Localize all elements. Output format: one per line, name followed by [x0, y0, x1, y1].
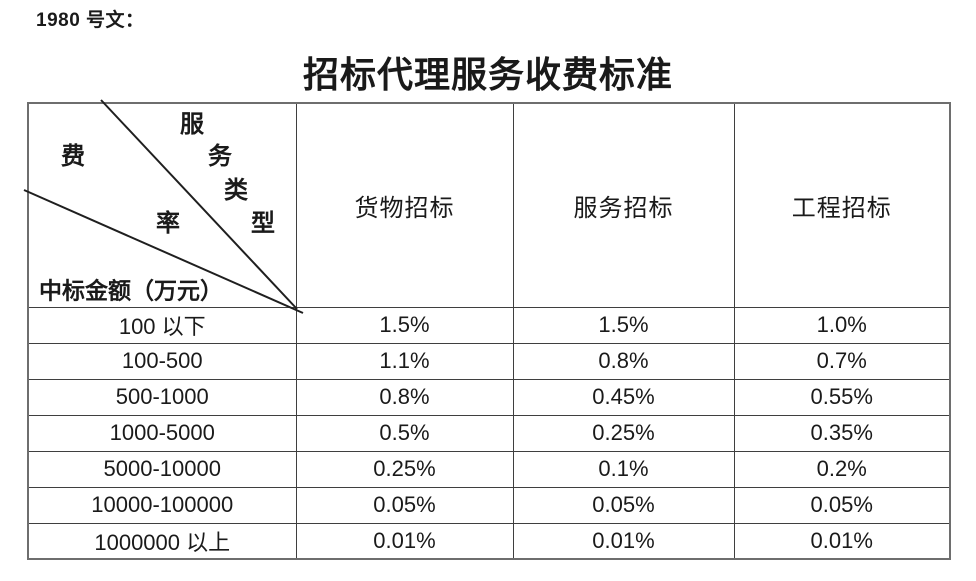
amount-range-cell: 500-1000: [27, 378, 297, 416]
table-row: 1000000 以上 0.01% 0.01% 0.01%: [27, 522, 951, 560]
table-row: 100-500 1.1% 0.8% 0.7%: [27, 342, 951, 380]
amount-range-cell: 100 以下: [27, 306, 297, 344]
diagonal-corner-content: 服 务 类 型 费 率 中标金额（万元）: [23, 99, 304, 314]
table-row: 1000-5000 0.5% 0.25% 0.35%: [27, 414, 951, 452]
services-rate-cell: 0.45%: [512, 378, 735, 416]
goods-rate-cell: 1.5%: [295, 306, 514, 344]
engineering-rate-cell: 0.7%: [733, 342, 951, 380]
goods-rate-cell: 0.5%: [295, 414, 514, 452]
amount-range-cell: 5000-10000: [27, 450, 297, 488]
services-rate-cell: 0.01%: [512, 522, 735, 560]
goods-rate-cell: 0.8%: [295, 378, 514, 416]
goods-rate-cell: 0.01%: [295, 522, 514, 560]
table-row: 10000-100000 0.05% 0.05% 0.05%: [27, 486, 951, 524]
table-header-row: 服 务 类 型 费 率 中标金额（万元） 货物招标 服务招标 工程招标: [23, 99, 951, 314]
goods-rate-cell: 0.05%: [295, 486, 514, 524]
corner-label-service-type-char: 类: [224, 178, 248, 204]
goods-rate-cell: 0.25%: [295, 450, 514, 488]
corner-label-service-type-char: 型: [251, 211, 275, 237]
services-rate-cell: 0.8%: [512, 342, 735, 380]
services-rate-cell: 0.25%: [512, 414, 735, 452]
amount-range-cell: 1000000 以上: [27, 522, 297, 560]
engineering-rate-cell: 0.2%: [733, 450, 951, 488]
table-row: 500-1000 0.8% 0.45% 0.55%: [27, 378, 951, 416]
corner-label-bid-amount: 中标金额（万元）: [39, 278, 223, 304]
table-row: 5000-10000 0.25% 0.1% 0.2%: [27, 450, 951, 488]
amount-range-cell: 10000-100000: [27, 486, 297, 524]
services-rate-cell: 0.05%: [512, 486, 735, 524]
document-ref-number: 1980 号文：: [36, 10, 145, 31]
column-header-services-bidding: 服务招标: [512, 102, 735, 308]
corner-label-service-type-char: 服: [180, 112, 204, 138]
column-header-engineering-bidding: 工程招标: [733, 102, 951, 308]
services-rate-cell: 1.5%: [512, 306, 735, 344]
engineering-rate-cell: 0.05%: [733, 486, 951, 524]
diagonal-corner-cell: 服 务 类 型 费 率 中标金额（万元）: [23, 99, 304, 314]
engineering-rate-cell: 0.55%: [733, 378, 951, 416]
diagonal-divider-lines: [23, 99, 304, 314]
engineering-rate-cell: 0.01%: [733, 522, 951, 560]
table-row: 100 以下 1.5% 1.5% 1.0%: [27, 306, 951, 344]
engineering-rate-cell: 0.35%: [733, 414, 951, 452]
amount-range-cell: 100-500: [27, 342, 297, 380]
fee-standard-table: 服 务 类 型 费 率 中标金额（万元） 货物招标 服务招标 工程招标 100 …: [23, 99, 951, 560]
column-header-goods-bidding: 货物招标: [295, 102, 514, 308]
goods-rate-cell: 1.1%: [295, 342, 514, 380]
engineering-rate-cell: 1.0%: [733, 306, 951, 344]
corner-label-fee-rate-char: 费: [61, 144, 85, 170]
corner-label-fee-rate-char: 率: [156, 211, 180, 237]
page-title: 招标代理服务收费标准: [302, 55, 673, 95]
amount-range-cell: 1000-5000: [27, 414, 297, 452]
services-rate-cell: 0.1%: [512, 450, 735, 488]
corner-label-service-type-char: 务: [208, 144, 232, 170]
